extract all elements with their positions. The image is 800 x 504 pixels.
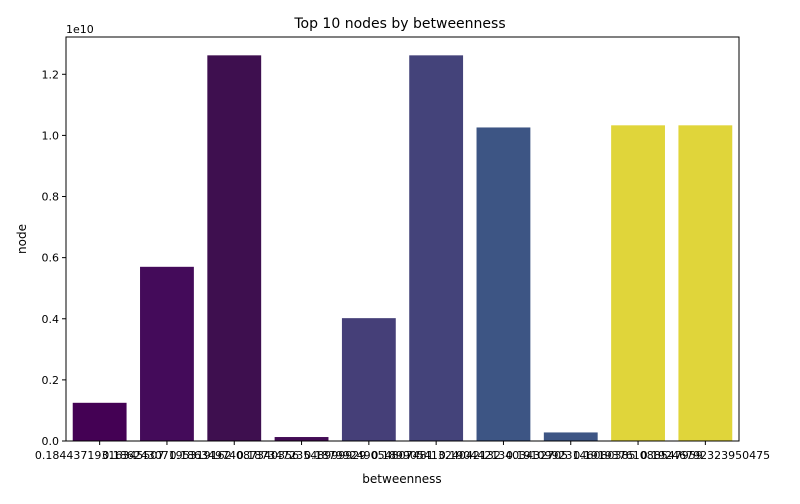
x-tick-label: 0.18443719316345507 (35, 449, 164, 462)
bar (207, 55, 262, 442)
bar (274, 437, 329, 441)
y-tick-label: 1.2 (42, 68, 60, 81)
y-axis-offset-label: 1e10 (66, 23, 94, 36)
x-tick-label: 0.19193761088547959 (573, 449, 702, 462)
y-axis-ticks: 0.0 0.2 0.4 0.6 0.8 1.0 1.2 (42, 68, 66, 448)
y-tick-label: 0.2 (42, 374, 60, 387)
bar (678, 125, 733, 441)
x-tick-label: 0.19044213403432705 (439, 449, 568, 462)
plot-frame (65, 36, 740, 442)
x-axis-ticks: 0.184437193163455070.186243071953191620.… (35, 441, 770, 462)
y-tick-label: 0.8 (42, 191, 60, 204)
x-axis-label: betweenness (362, 472, 441, 486)
bar (476, 127, 531, 442)
x-tick-label: 0.18624307195319162 (102, 449, 231, 462)
y-tick-label: 1.0 (42, 129, 60, 142)
bar (341, 318, 396, 441)
bars-group (72, 55, 733, 442)
bar (409, 55, 464, 442)
y-tick-label: 0.4 (42, 313, 60, 326)
x-tick-label: 0.18990541324042132 (371, 449, 500, 462)
x-tick-label: 0.18799249054807481 (304, 449, 433, 462)
bar (543, 432, 598, 441)
x-tick-label: 0.19246792323950475 (641, 449, 770, 462)
y-tick-label: 0.6 (42, 252, 60, 265)
bar (611, 125, 665, 441)
y-tick-label: 0.0 (42, 435, 60, 448)
chart-title: Top 10 nodes by betweenness (293, 16, 505, 32)
bar (72, 402, 127, 441)
x-tick-label: 0.18734723548999929 (237, 449, 366, 462)
bar (140, 266, 194, 441)
x-tick-label: 0.19109923146080385 (506, 449, 635, 462)
y-axis-label: node (15, 224, 29, 254)
x-tick-label: 0.18634974087340356 (170, 449, 299, 462)
